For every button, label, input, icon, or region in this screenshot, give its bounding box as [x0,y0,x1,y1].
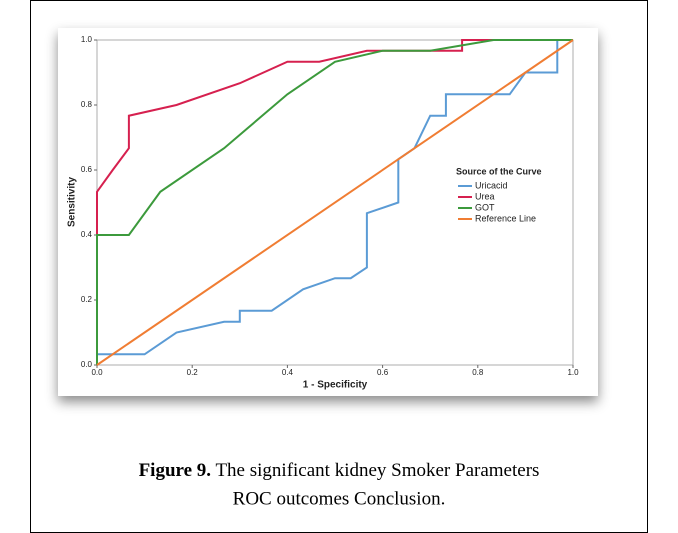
legend-title: Source of the Curve [456,166,542,176]
caption-text: The significant kidney Smoker Parameters [211,460,539,481]
x-tick-label: 0.8 [472,368,484,377]
y-tick-label: 1.0 [81,35,93,44]
legend-label: Urea [475,191,495,201]
x-tick-label: 0.4 [282,368,294,377]
y-tick-label: 0.8 [81,100,93,109]
plot: 0.0 0.2 0.4 0.6 0.8 1.0 0.0 0.2 0.4 0.6 0.8 1.0 Sour… [81,35,579,377]
caption-label: Figure 9. [139,460,211,481]
legend-label: GOT [475,202,495,212]
legend-label: Reference Line [475,213,536,223]
y-tick-label: 0.0 [81,360,93,369]
x-axis-label: 1 - Specificity [303,380,368,391]
y-tick-label: 0.2 [81,295,93,304]
roc-curve [96,39,573,365]
x-tick-label: 0.6 [377,368,389,377]
legend-label: Uricacid [475,180,508,190]
y-tick-label: 0.4 [81,230,93,239]
roc-curve [96,39,573,365]
caption-text: ROC outcomes Conclusion. [233,488,446,509]
x-tick-label: 0.2 [187,368,199,377]
caption-line: Figure 9. The significant kidney Smoker … [139,460,540,481]
roc-curve [96,39,573,365]
y-axis-label: Sensitivity [67,177,78,227]
x-tick-label: 1.0 [567,368,579,377]
roc-curve [96,39,574,366]
x-tick-label: 0.0 [91,368,103,377]
y-tick-label: 0.6 [81,165,93,174]
